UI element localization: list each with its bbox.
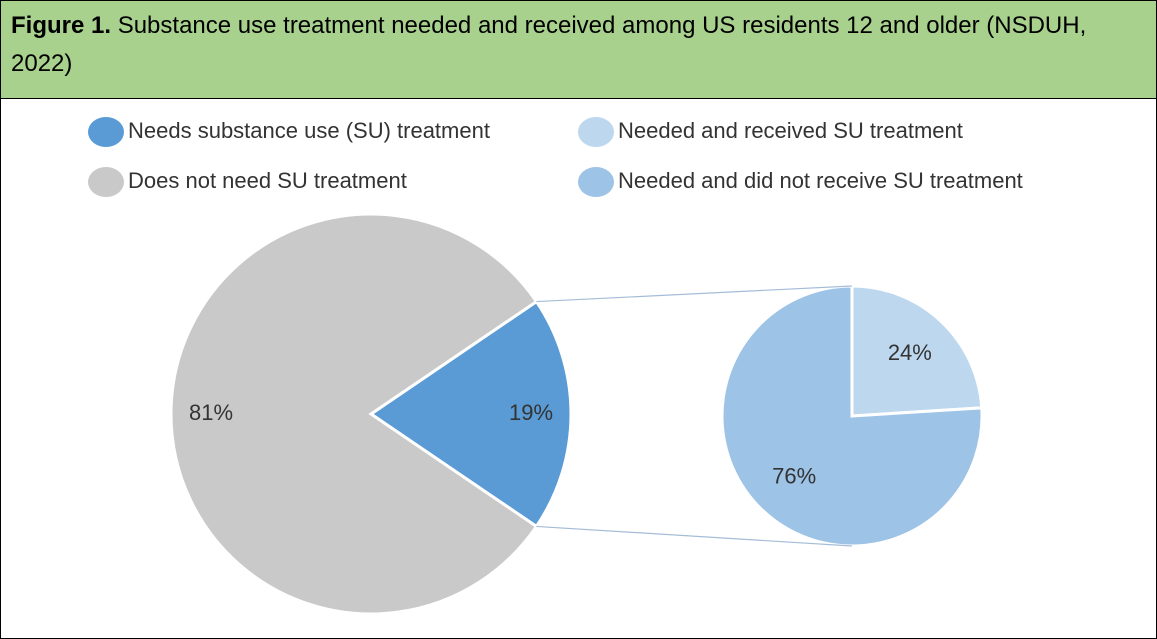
- data-label: 19%: [509, 400, 553, 425]
- header: Figure 1. Substance use treatment needed…: [1, 1, 1156, 99]
- data-label: 76%: [772, 463, 816, 488]
- data-label: 24%: [888, 340, 932, 365]
- legend-label: Does not need SU treatment: [128, 168, 407, 193]
- pie-slice: [720, 284, 984, 548]
- legend-label: Needed and did not receive SU treatment: [618, 168, 1023, 193]
- legend-swatch: [88, 167, 124, 197]
- pie-slice: [368, 299, 573, 529]
- pie-slice: [169, 212, 539, 616]
- connector-line: [536, 285, 853, 303]
- legend-swatch: [578, 117, 614, 147]
- connector-line: [536, 525, 853, 547]
- legend-swatch: [578, 167, 614, 197]
- legend-label: Needs substance use (SU) treatment: [128, 118, 490, 143]
- data-label: 81%: [189, 400, 233, 425]
- figure-label: Figure 1.: [11, 12, 112, 39]
- pie-slice: [850, 284, 984, 418]
- legend-swatch: [88, 117, 124, 147]
- legend-label: Needed and received SU treatment: [618, 118, 963, 143]
- chart-title: Substance use treatment needed and recei…: [11, 12, 1087, 77]
